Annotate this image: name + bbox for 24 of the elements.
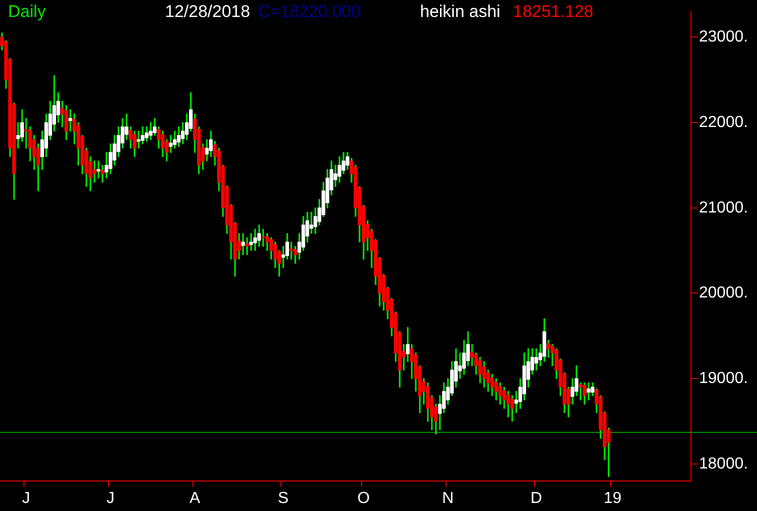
x-tick-label: 19 bbox=[604, 490, 622, 508]
annotation: C=18220.000 bbox=[258, 2, 361, 22]
x-tick-label: J bbox=[22, 490, 30, 508]
x-tick-label: A bbox=[190, 490, 201, 508]
annotation: 12/28/2018 bbox=[165, 2, 250, 22]
y-tick-label: 22000. bbox=[699, 114, 748, 131]
candlestick bbox=[578, 382, 582, 400]
x-tick-label: S bbox=[278, 490, 289, 508]
chart-title: Daily bbox=[8, 2, 46, 22]
annotation: heikin ashi bbox=[420, 2, 500, 22]
candlestick bbox=[241, 233, 245, 256]
y-tick-label: 20000. bbox=[699, 284, 748, 302]
candlestick bbox=[96, 160, 100, 178]
x-tick-label: D bbox=[530, 490, 542, 508]
annotation: 18251.128 bbox=[513, 2, 594, 22]
candlestick bbox=[586, 382, 590, 400]
y-tick-label: 23000. bbox=[699, 28, 748, 46]
y-tick-label: 18000. bbox=[699, 455, 748, 472]
y-tick-label: 21000. bbox=[699, 199, 748, 216]
x-tick-label: N bbox=[442, 490, 454, 508]
y-tick-label: 19000. bbox=[699, 370, 748, 387]
x-tick-label: J bbox=[106, 490, 114, 508]
x-tick-label: O bbox=[357, 490, 370, 508]
candlestick bbox=[245, 237, 249, 256]
